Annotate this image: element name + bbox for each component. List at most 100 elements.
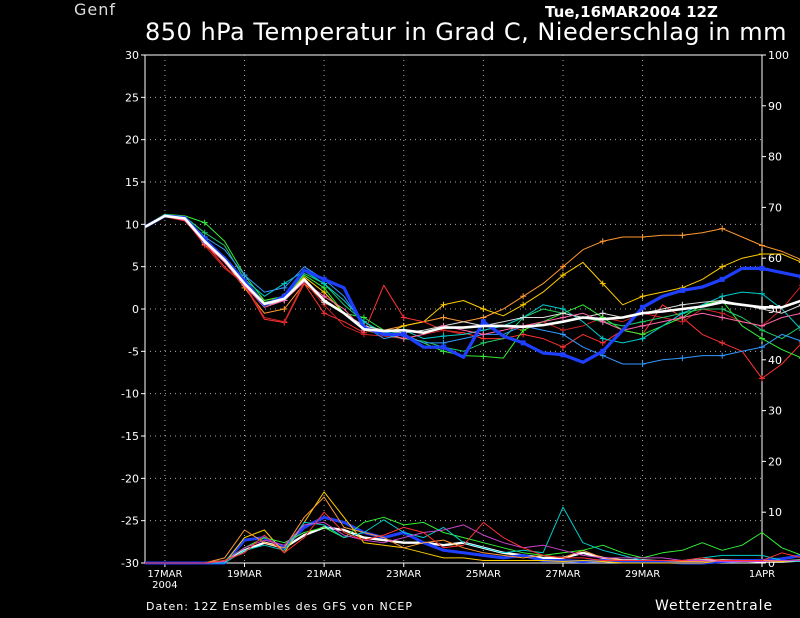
temp-series-marker (520, 301, 527, 308)
y-left-tick-label: -30 (121, 557, 139, 570)
temp-series-marker (759, 335, 765, 342)
temp-series-marker (719, 263, 726, 270)
temp-series-marker (639, 293, 646, 300)
temp-series-marker (719, 339, 726, 346)
temp-series-marker (759, 290, 765, 297)
temp-series-marker (201, 219, 208, 226)
temp-series-marker (559, 272, 566, 279)
temp-series-marker (639, 361, 646, 368)
temp-series-marker (321, 310, 328, 317)
temp-series-marker (441, 344, 447, 350)
y-left-tick-label: 10 (125, 218, 139, 231)
left-axis-ticks: -30 -25 -20 -15 -10 -5 0 5 10 15 20 25 30 (121, 49, 145, 570)
temp-series-marker (759, 242, 765, 249)
temp-series-marker (759, 265, 765, 271)
temp-series-marker (559, 263, 566, 270)
temp-series-marker (361, 325, 367, 331)
x-year-label: 2004 (152, 580, 177, 591)
temp-series-marker (480, 319, 486, 325)
temp-series-marker (679, 314, 686, 321)
temp-series-marker (520, 314, 527, 321)
y-right-tick-label: 80 (768, 151, 782, 164)
y-right-tick-label: 40 (768, 354, 782, 367)
y-right-tick-label: 50 (768, 303, 782, 316)
temp-series-marker (520, 340, 526, 346)
data-source-note: Daten: 12Z Ensembles des GFS von NCEP (146, 600, 413, 613)
temp-series-marker (599, 280, 606, 287)
y-left-tick-label: 15 (125, 176, 139, 189)
temp-series-marker (759, 344, 765, 351)
temp-series-marker (600, 348, 606, 354)
y-right-tick-label: 70 (768, 201, 782, 214)
temp-series-marker (401, 331, 407, 337)
temp-series-marker (480, 331, 487, 338)
x-tick-label: 19MAR (227, 569, 262, 580)
temp-series-marker (719, 306, 726, 312)
temp-series-marker (559, 314, 566, 321)
precip-series-line (145, 496, 800, 564)
temp-series-marker (281, 306, 288, 312)
y-left-tick-label: -20 (121, 472, 139, 485)
temp-series-marker (639, 234, 646, 241)
precip-series-line (145, 516, 800, 564)
temp-series-marker (400, 314, 407, 321)
y-left-tick-label: -10 (121, 388, 139, 401)
temp-series-marker (759, 375, 765, 382)
temp-series-marker (480, 353, 487, 360)
y-left-tick-label: -15 (121, 430, 139, 443)
temp-series-marker (679, 301, 686, 308)
temp-series-marker (599, 335, 606, 342)
temp-series-marker (679, 355, 686, 362)
temp-series-marker (679, 287, 685, 293)
x-tick-label: 25MAR (466, 569, 501, 580)
temp-series-marker (520, 293, 527, 300)
temp-series-marker (440, 301, 447, 308)
temp-series-marker (241, 272, 248, 279)
y-right-tick-label: 60 (768, 252, 782, 265)
temp-series-marker (759, 250, 765, 257)
temp-series-line (144, 216, 800, 379)
y-right-tick-label: 30 (768, 405, 782, 418)
y-left-tick-label: 30 (125, 49, 139, 62)
y-left-tick-label: 5 (132, 261, 139, 274)
temp-series-marker (639, 322, 646, 329)
temp-series-marker (321, 276, 327, 282)
y-right-tick-label: 90 (768, 100, 782, 113)
temp-series-marker (719, 314, 726, 321)
station-name: Genf (74, 0, 117, 19)
y-left-tick-label: -5 (128, 345, 139, 358)
temp-series-marker (281, 284, 288, 291)
temp-series-line (144, 214, 800, 364)
y-left-tick-label: 20 (125, 134, 139, 147)
brand-label: Wetterzentrale (655, 598, 774, 614)
temp-series-marker (719, 352, 726, 359)
temp-series-marker (321, 293, 328, 300)
temp-series-marker (719, 225, 726, 232)
precip-series-line (145, 511, 800, 564)
y-right-tick-label: 100 (768, 49, 789, 62)
temp-series-marker (440, 333, 447, 340)
temp-series-marker (599, 310, 606, 317)
x-tick-label: 27MAR (545, 569, 580, 580)
y-right-tick-label: 0 (768, 557, 775, 570)
run-datetime: Tue,16MAR2004 12Z (545, 3, 718, 21)
temp-series-marker (281, 318, 288, 325)
x-tick-label: 21MAR (307, 569, 342, 580)
temp-series-marker (719, 276, 725, 282)
x-tick-label: 17MAR (147, 569, 182, 580)
temp-series-marker (480, 306, 487, 312)
temp-series-marker (440, 314, 447, 321)
temp-series-line (144, 214, 800, 334)
right-axis-ticks: 0 10 20 30 40 50 60 70 80 90 100 (762, 49, 789, 570)
temp-series-marker (679, 232, 686, 239)
temperature-series (144, 213, 800, 382)
x-tick-label: 1APR (749, 569, 775, 580)
temp-series-marker (281, 293, 287, 299)
y-left-tick-label: -25 (121, 515, 139, 528)
x-tick-label: 29MAR (625, 569, 660, 580)
temp-series-marker (559, 331, 566, 338)
temp-series-marker (599, 238, 606, 245)
temp-series-marker (242, 278, 248, 284)
